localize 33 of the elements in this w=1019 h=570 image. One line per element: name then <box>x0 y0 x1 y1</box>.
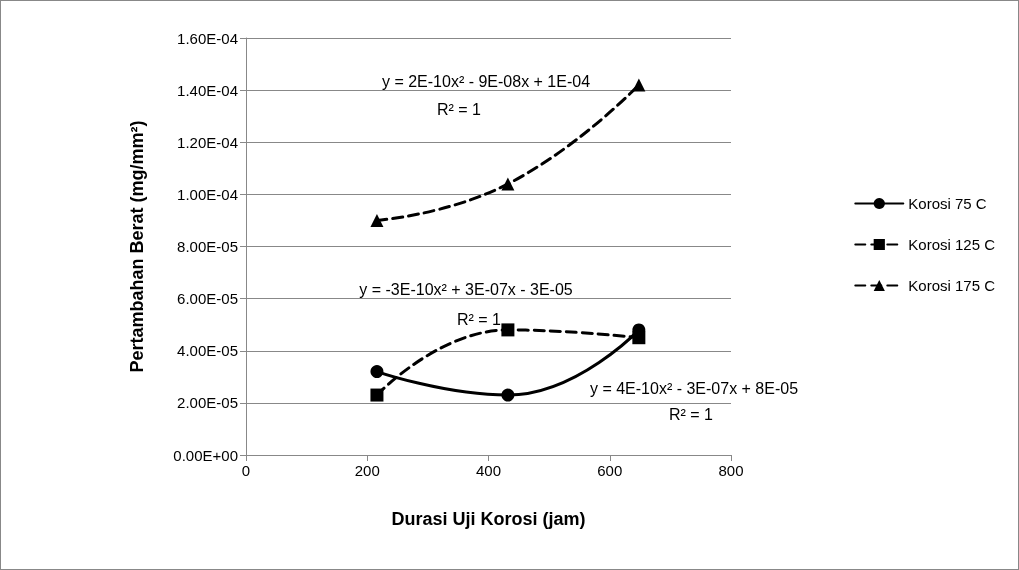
x-tick-label: 200 <box>354 462 380 479</box>
y-tick-label: 1.00E-04 <box>177 185 238 203</box>
point <box>370 388 384 402</box>
annotation: R² = 1 <box>436 100 482 118</box>
point <box>370 213 384 227</box>
y-tick-label: 1.20E-04 <box>177 133 238 151</box>
annotation: y = -3E-10x² + 3E-07x - 3E-05 <box>359 280 573 298</box>
legend-label: Korosi 125 C <box>908 236 996 253</box>
legend-label: Korosi 75 C <box>908 195 987 212</box>
annotation: y = 4E-10x² - 3E-07x + 8E-05 <box>589 379 799 397</box>
y-tick-label: 2.00E-05 <box>177 394 238 412</box>
point <box>370 365 384 379</box>
point <box>501 323 515 337</box>
point <box>501 177 515 191</box>
point <box>501 388 515 402</box>
y-tick-label: 6.00E-05 <box>177 290 238 308</box>
y-tick-label: 1.40E-04 <box>177 81 238 99</box>
point <box>632 331 646 345</box>
y-tick-label: 8.00E-05 <box>177 238 238 255</box>
annotation: R² = 1 <box>456 310 502 328</box>
y-tick-label: 4.00E-05 <box>177 342 238 360</box>
x-tick-label: 800 <box>718 462 744 479</box>
x-axis-title: Durasi Uji Korosi (jam) <box>391 509 586 529</box>
annotation: y = 2E-10x² - 9E-08x + 1E-04 <box>381 72 591 90</box>
y-tick-label: 0.00E+00 <box>173 446 238 464</box>
legend-label: Korosi 175 C <box>908 277 996 294</box>
x-tick-label: 400 <box>475 462 502 479</box>
annotation: R² = 1 <box>668 405 714 423</box>
y-axis-title: Pertambahan Berat (mg/mm²) <box>127 120 147 373</box>
x-tick-label: 600 <box>597 462 623 479</box>
x-tick-label: 0 <box>241 462 251 479</box>
point <box>632 78 646 92</box>
y-tick-label: 1.60E-04 <box>177 29 238 47</box>
